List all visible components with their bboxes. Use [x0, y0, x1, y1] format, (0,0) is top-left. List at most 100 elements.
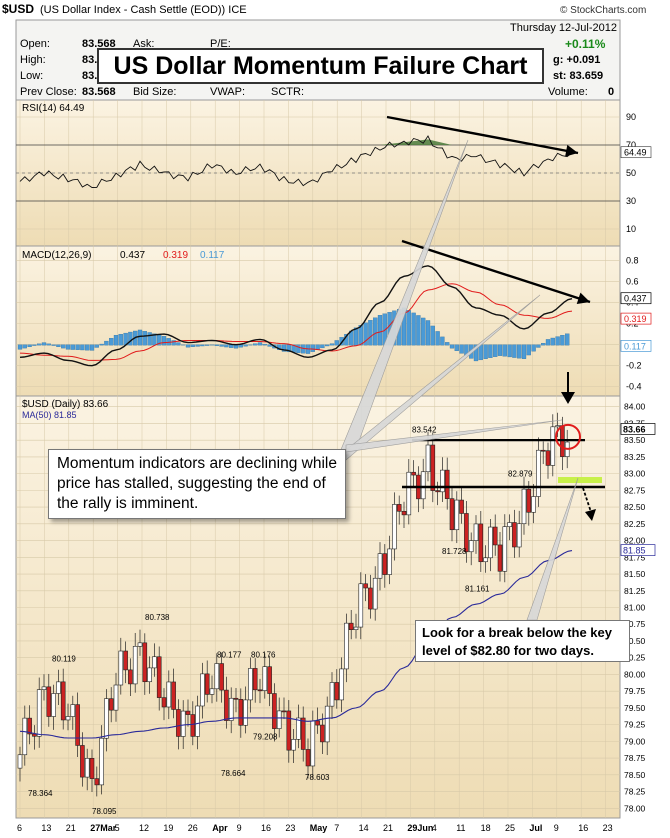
price-tick-label: 80.25: [624, 653, 646, 663]
macd-histogram-bar: [65, 344, 71, 350]
macd-histogram-bar: [80, 344, 85, 351]
candle-body: [550, 426, 556, 466]
candle-body: [406, 471, 412, 516]
candle-body: [478, 523, 484, 563]
candle-body: [329, 682, 335, 707]
candle-body: [94, 778, 100, 786]
macd-histogram-bar: [320, 344, 325, 349]
symbol-description: (US Dollar Index - Cash Settle (EOD)) IC…: [40, 4, 247, 16]
macd-histogram-bar: [109, 337, 114, 346]
candle-body: [320, 724, 325, 743]
candle-body: [348, 622, 354, 630]
macd-divergence-arrow-shaft: [401, 239, 591, 304]
candle-body: [224, 689, 229, 721]
ma50-line: [19, 550, 573, 739]
candle-body: [104, 698, 109, 739]
x-tick-label: 23: [603, 823, 613, 833]
price-tick-label: 80.50: [624, 636, 646, 646]
candle-body: [368, 587, 373, 610]
candle-body: [156, 656, 162, 698]
candle-body: [531, 496, 536, 513]
candle-body: [56, 681, 61, 694]
candle-body: [243, 699, 248, 726]
macd-last-box: [620, 292, 652, 305]
open-value: 83.568: [82, 38, 116, 50]
macd-histogram-bar: [502, 344, 507, 357]
momentum-annotation: Momentum indicators are declining while …: [48, 449, 346, 519]
macd-signal-line: [19, 283, 573, 361]
macd-histogram-bar: [373, 317, 378, 346]
macd-histogram-bar: [459, 344, 464, 354]
price-last-box: [620, 423, 656, 435]
candle-body: [123, 650, 128, 671]
price-label: 82.879: [508, 470, 533, 479]
candle-body: [41, 686, 47, 690]
macd-histogram-bar: [493, 344, 498, 357]
x-tick-label: 9: [554, 823, 559, 833]
ma-legend: MA(50) 81.85: [22, 410, 77, 420]
candle-body: [334, 682, 340, 701]
candle-body: [377, 553, 383, 579]
candle-body: [46, 686, 52, 717]
macd-tick-label: -0.4: [626, 382, 642, 392]
candle-body: [214, 663, 220, 690]
macd-histogram-bar: [181, 344, 186, 346]
macd-histogram-bar: [46, 343, 51, 346]
macd-histogram-bar: [512, 344, 517, 358]
x-tick-label: 4: [432, 823, 437, 833]
price-tick-label: 78.25: [624, 787, 646, 797]
macd-histogram-bar: [248, 344, 253, 346]
macd-histogram-bar: [541, 343, 546, 346]
x-tick-label: 25: [505, 823, 515, 833]
macd-histogram-bar: [113, 335, 119, 346]
macd-histogram-bar: [545, 339, 551, 346]
dashed-arrow-head: [585, 509, 596, 521]
candle-body: [262, 666, 268, 691]
macd-histogram-bar: [416, 315, 421, 346]
x-tick-label: 18: [481, 823, 491, 833]
macd-histogram-bar: [253, 343, 258, 346]
candle-body: [180, 710, 186, 737]
macd-histogram-bar: [75, 344, 80, 350]
macd-tick-label: -0.2: [626, 361, 642, 371]
candle-body: [166, 681, 172, 708]
price-label: 78.664: [221, 769, 246, 778]
last-value: st: 83.659: [553, 70, 604, 82]
candle-body: [411, 471, 416, 476]
macd-histogram-bar: [94, 344, 99, 348]
rsi-tick-label: 50: [626, 168, 636, 178]
macd-histogram-bar: [185, 344, 191, 348]
macd-histogram-bar: [190, 344, 195, 347]
candle-body: [272, 693, 277, 729]
candle-body: [195, 705, 200, 737]
candle-body: [176, 709, 181, 737]
candle-body: [286, 710, 292, 751]
candle-body: [540, 449, 546, 452]
volume-label: Volume:: [548, 86, 588, 98]
signal-value: 0.319: [163, 250, 188, 261]
candle-body: [425, 444, 431, 473]
high-label: High:: [20, 54, 46, 66]
rsi-layer: [16, 135, 620, 202]
macd-histogram-bar: [142, 331, 147, 346]
candle-body: [521, 488, 527, 525]
macd-histogram-bar: [262, 344, 267, 346]
low-value: 83.: [82, 70, 98, 82]
x-tick-label: 13: [41, 823, 51, 833]
candle-body: [353, 626, 359, 630]
macd-histogram-bar: [473, 344, 479, 362]
price-tick-label: 83.00: [624, 469, 646, 479]
candle-body: [363, 583, 368, 589]
price-label: 79.208: [253, 732, 278, 741]
candle-body: [444, 469, 450, 499]
macd-histogram-bar: [560, 335, 565, 346]
macd-panel: [15, 245, 621, 397]
candle-body: [516, 523, 522, 548]
volume-value: 0: [608, 86, 615, 98]
macd-histogram-bar: [377, 315, 383, 346]
callout-pointer-macd: [345, 294, 541, 461]
price-tick-label: 84.00: [624, 402, 646, 412]
x-tick-label: 6: [17, 823, 22, 833]
axis-layer: 907050301064.490.80.60.40.20.0-0.2-0.40.…: [17, 112, 656, 833]
macd-histogram-bar: [257, 342, 263, 346]
